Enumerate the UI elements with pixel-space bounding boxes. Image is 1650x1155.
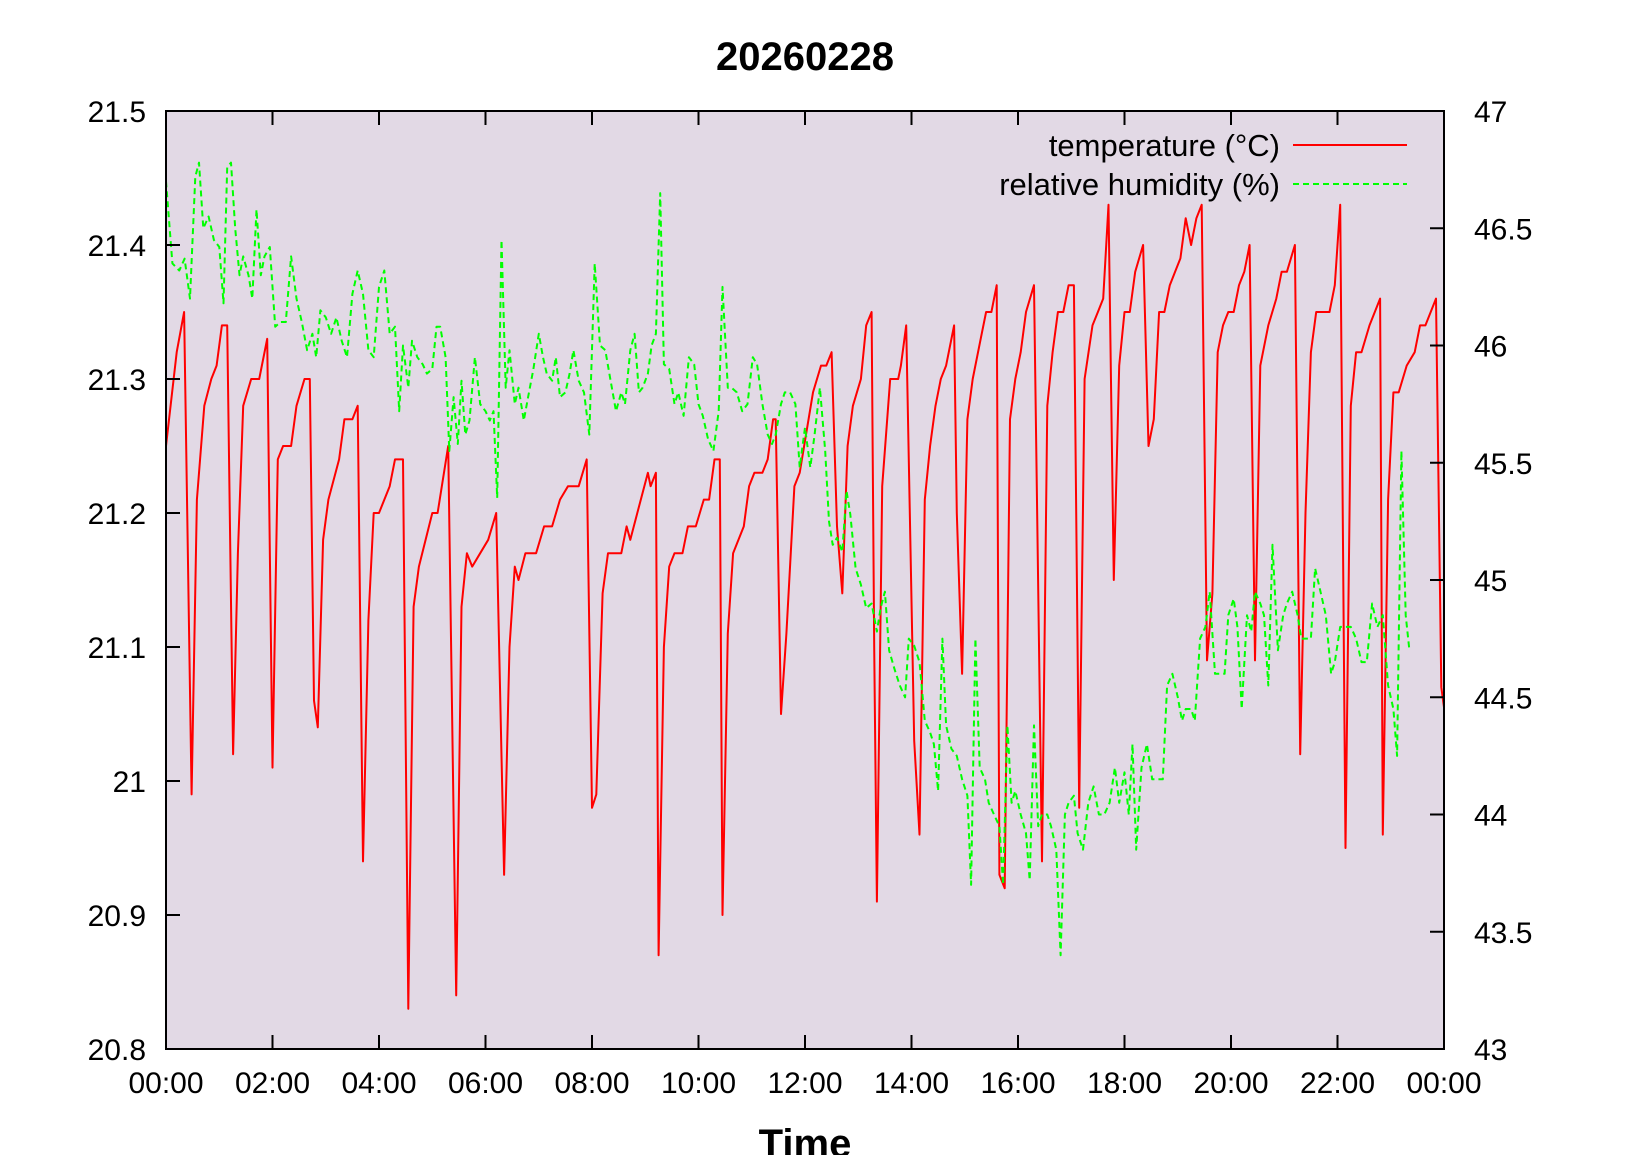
- y-tick-label: 21.3: [88, 364, 146, 397]
- x-tick-label: 00:00: [1406, 1067, 1481, 1100]
- y-tick-label: 21.1: [88, 632, 146, 665]
- y2-tick-label: 44.5: [1474, 682, 1532, 715]
- x-tick-label: 04:00: [341, 1067, 416, 1100]
- x-tick-label: 12:00: [767, 1067, 842, 1100]
- humidity-line: [166, 161, 1411, 957]
- y-tick-label: 21.4: [88, 230, 146, 263]
- y2-tick-label: 45.5: [1474, 448, 1532, 481]
- y-tick-label: 21.5: [88, 96, 146, 129]
- x-tick-label: 14:00: [874, 1067, 949, 1100]
- y2-tick-label: 46.5: [1474, 213, 1532, 246]
- legend-temperature-label: temperature (°C): [1049, 128, 1280, 163]
- x-tick-label: 10:00: [661, 1067, 736, 1100]
- temperature-line: [166, 203, 1444, 1010]
- y-tick-label: 21.2: [88, 498, 146, 531]
- x-tick-label: 02:00: [235, 1067, 310, 1100]
- y2-tick-label: 43: [1474, 1034, 1507, 1067]
- x-tick-label: 16:00: [980, 1067, 1055, 1100]
- y2-tick-label: 45: [1474, 565, 1507, 598]
- y-tick-label: 20.9: [88, 900, 146, 933]
- y2-tick-label: 47: [1474, 96, 1507, 129]
- x-tick-label: 08:00: [554, 1067, 629, 1100]
- chart-title: 20260228: [716, 35, 894, 79]
- x-tick-label: 22:00: [1300, 1067, 1375, 1100]
- x-tick-label: 20:00: [1193, 1067, 1268, 1100]
- plot-background: [166, 111, 1444, 1049]
- x-tick-label: 18:00: [1087, 1067, 1162, 1100]
- y2-tick-label: 46: [1474, 331, 1507, 364]
- legend-humidity-label: relative humidity (%): [999, 167, 1280, 202]
- x-axis-title: Time: [759, 1122, 852, 1155]
- y-tick-label: 20.8: [88, 1034, 146, 1067]
- x-tick-label: 00:00: [128, 1067, 203, 1100]
- x-tick-label: 06:00: [448, 1067, 523, 1100]
- y-tick-label: 21: [113, 766, 146, 799]
- y2-tick-label: 43.5: [1474, 917, 1532, 950]
- ticks-layer: 00:00 02:00 04:00 06:00 08:00 10:00 12:00 14:00…: [88, 96, 1533, 1100]
- legend: temperature (°C) relative humidity (%): [999, 128, 1407, 202]
- y2-tick-label: 44: [1474, 800, 1507, 833]
- series-layer: [166, 161, 1444, 1010]
